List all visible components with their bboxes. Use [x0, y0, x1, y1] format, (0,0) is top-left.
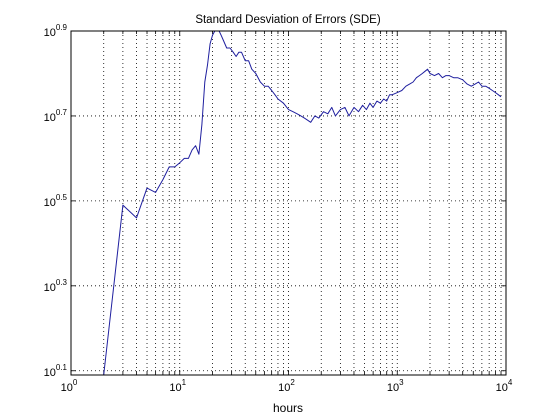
y-tick-labels: 100.1 100.3 100.5 100.7 100.9 — [44, 23, 68, 379]
x-tick-labels: 100 101 102 103 104 — [61, 378, 513, 394]
data-series — [103, 30, 502, 376]
axes-box — [70, 30, 507, 376]
y-tick-label: 100.7 — [44, 108, 68, 124]
chart-title: Standard Desviation of Errors (SDE) — [195, 14, 381, 26]
x-tick-label: 101 — [169, 378, 186, 394]
x-tick-label: 103 — [387, 378, 404, 394]
y-tick-label: 100.3 — [44, 278, 68, 294]
y-tick-label: 100.1 — [44, 363, 68, 379]
x-tick-label: 102 — [278, 378, 295, 394]
y-tick-label: 100.9 — [44, 23, 68, 39]
x-tick-label: 104 — [496, 378, 513, 394]
series-line — [103, 30, 502, 376]
grid-lines — [71, 30, 506, 375]
y-tick-label: 100.5 — [44, 193, 68, 209]
x-axis-label: hours — [273, 401, 303, 415]
x-tick-label: 100 — [61, 378, 78, 394]
